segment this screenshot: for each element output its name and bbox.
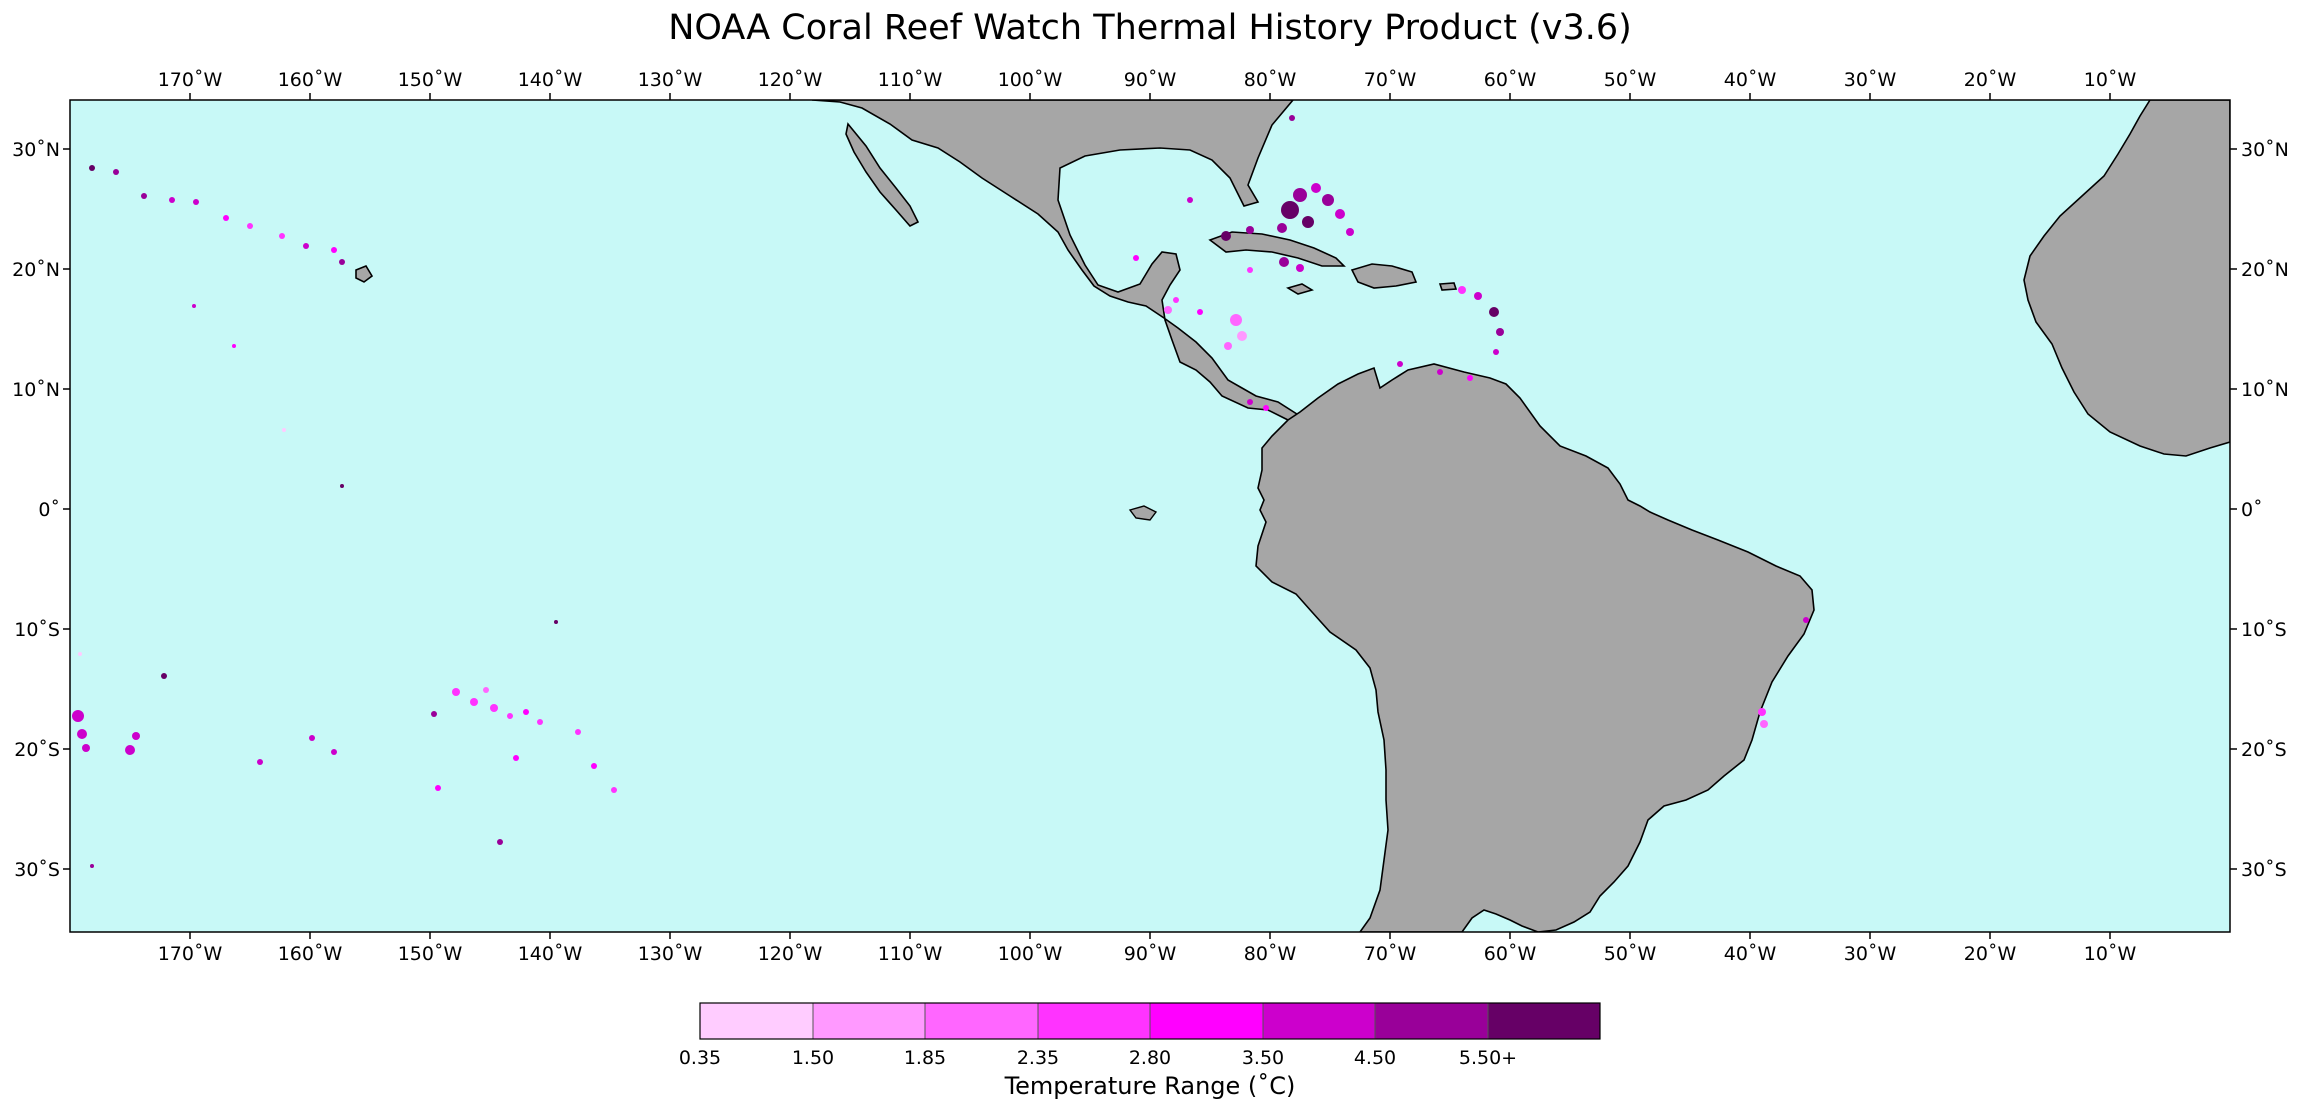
lat-label: 10˚N bbox=[2241, 379, 2289, 401]
longitude-labels-top: 170˚W 160˚W 150˚W 140˚W 130˚W 120˚W 110˚… bbox=[158, 69, 2137, 91]
lon-label: 110˚W bbox=[878, 69, 943, 91]
colorbar-segment bbox=[1150, 1003, 1263, 1039]
colorbar-label: 1.85 bbox=[904, 1047, 946, 1069]
lon-label: 60˚W bbox=[1484, 943, 1537, 965]
colorbar-label: 4.50 bbox=[1354, 1047, 1396, 1069]
colorbar-label: 1.50 bbox=[792, 1047, 834, 1069]
land-jamaica bbox=[1286, 283, 1314, 295]
colorbar-segment bbox=[1038, 1003, 1150, 1039]
lon-label: 60˚W bbox=[1484, 69, 1537, 91]
lon-label: 100˚W bbox=[998, 943, 1063, 965]
lon-label: 140˚W bbox=[518, 943, 583, 965]
land-puerto-rico bbox=[1438, 282, 1458, 291]
lon-label: 160˚W bbox=[278, 69, 343, 91]
lon-label: 20˚W bbox=[1964, 943, 2017, 965]
land-cuba bbox=[1208, 231, 1346, 267]
lat-label: 20˚N bbox=[2241, 259, 2289, 281]
reef-hotspots bbox=[72, 115, 1809, 868]
longitude-labels-bottom: 170˚W 160˚W 150˚W 140˚W 130˚W 120˚W 110˚… bbox=[158, 943, 2137, 965]
lat-label: 20˚S bbox=[14, 739, 60, 761]
colorbar-label: 0.35 bbox=[679, 1047, 721, 1069]
longitude-ticks bbox=[189, 93, 2111, 939]
colorbar-segment bbox=[1375, 1003, 1488, 1039]
colorbar: 0.35 1.50 1.85 2.35 2.80 3.50 4.50 5.50+… bbox=[679, 1002, 1601, 1100]
latitude-labels-right: 30˚N 20˚N 10˚N 0˚ 10˚S 20˚S 30˚S bbox=[2241, 139, 2289, 881]
lon-label: 100˚W bbox=[998, 69, 1063, 91]
land-south-america bbox=[1255, 363, 1815, 932]
lat-label: 30˚N bbox=[12, 139, 60, 161]
colorbar-label: 5.50+ bbox=[1459, 1047, 1517, 1069]
lon-label: 70˚W bbox=[1364, 943, 1417, 965]
colorbar-segment bbox=[700, 1003, 813, 1039]
lon-label: 110˚W bbox=[878, 943, 943, 965]
lon-label: 170˚W bbox=[158, 943, 223, 965]
lat-label: 30˚N bbox=[2241, 139, 2289, 161]
lat-label: 0˚ bbox=[38, 499, 60, 521]
lon-label: 170˚W bbox=[158, 69, 223, 91]
lon-label: 40˚W bbox=[1724, 943, 1777, 965]
land-galapagos bbox=[1128, 505, 1158, 521]
lat-label: 10˚S bbox=[14, 619, 60, 641]
colorbar-label: 2.35 bbox=[1017, 1047, 1059, 1069]
lon-label: 140˚W bbox=[518, 69, 583, 91]
lon-label: 80˚W bbox=[1244, 69, 1297, 91]
lat-label: 10˚N bbox=[12, 379, 60, 401]
lon-label: 40˚W bbox=[1724, 69, 1777, 91]
lon-label: 10˚W bbox=[2084, 69, 2137, 91]
map-title: NOAA Coral Reef Watch Thermal History Pr… bbox=[668, 8, 1632, 48]
lon-label: 90˚W bbox=[1124, 943, 1177, 965]
land-hawaii bbox=[355, 265, 374, 283]
land-hispaniola bbox=[1350, 263, 1418, 289]
lat-label: 10˚S bbox=[2241, 619, 2287, 641]
lat-label: 20˚S bbox=[2241, 739, 2287, 761]
land-baja-california bbox=[845, 122, 920, 227]
lon-label: 50˚W bbox=[1604, 943, 1657, 965]
lon-label: 120˚W bbox=[758, 943, 823, 965]
colorbar-segment bbox=[813, 1003, 925, 1039]
lat-label: 0˚ bbox=[2241, 499, 2263, 521]
lon-label: 50˚W bbox=[1604, 69, 1657, 91]
lon-label: 130˚W bbox=[638, 69, 703, 91]
colorbar-segment bbox=[925, 1003, 1038, 1039]
lon-label: 150˚W bbox=[398, 943, 463, 965]
colorbar-segment bbox=[1488, 1003, 1600, 1039]
lon-label: 20˚W bbox=[1964, 69, 2017, 91]
colorbar-frame bbox=[699, 1002, 1601, 1040]
land-africa bbox=[2023, 100, 2230, 457]
lon-label: 80˚W bbox=[1244, 943, 1297, 965]
latitude-labels-left: 30˚N 20˚N 10˚N 0˚ 10˚S 20˚S 30˚S bbox=[12, 139, 60, 881]
lon-label: 130˚W bbox=[638, 943, 703, 965]
lat-label: 30˚S bbox=[2241, 859, 2287, 881]
lon-label: 30˚W bbox=[1844, 943, 1897, 965]
land-north-america bbox=[811, 100, 1302, 426]
lon-label: 150˚W bbox=[398, 69, 463, 91]
lat-label: 30˚S bbox=[14, 859, 60, 881]
colorbar-segment bbox=[1263, 1003, 1375, 1039]
colorbar-label: 3.50 bbox=[1242, 1047, 1284, 1069]
colorbar-label: 2.80 bbox=[1129, 1047, 1171, 1069]
colorbar-title: Temperature Range (˚C) bbox=[1004, 1072, 1296, 1100]
latitude-ticks bbox=[63, 148, 2237, 870]
lat-label: 20˚N bbox=[12, 259, 60, 281]
lon-label: 120˚W bbox=[758, 69, 823, 91]
lon-label: 160˚W bbox=[278, 943, 343, 965]
lon-label: 70˚W bbox=[1364, 69, 1417, 91]
lon-label: 10˚W bbox=[2084, 943, 2137, 965]
lon-label: 30˚W bbox=[1844, 69, 1897, 91]
lon-label: 90˚W bbox=[1124, 69, 1177, 91]
